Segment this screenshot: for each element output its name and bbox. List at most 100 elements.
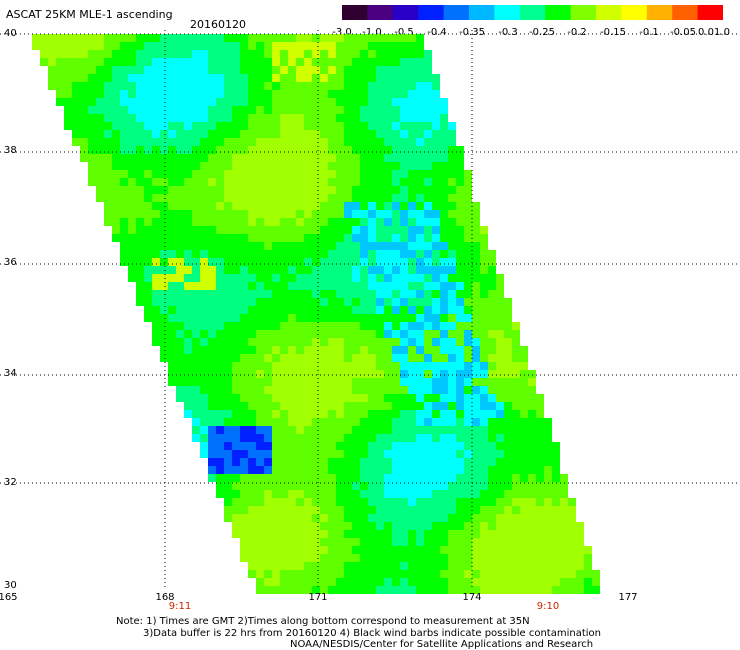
wind-cell (360, 554, 368, 562)
wind-cell (160, 130, 168, 138)
wind-cell (256, 34, 264, 42)
wind-cell (272, 138, 280, 146)
wind-cell (368, 362, 376, 370)
wind-cell (392, 466, 400, 474)
wind-cell (416, 370, 424, 378)
wind-cell (232, 50, 240, 58)
wind-cell (368, 218, 376, 226)
wind-cell (184, 338, 192, 346)
wind-cell (384, 362, 392, 370)
wind-cell (368, 114, 376, 122)
wind-cell (240, 154, 248, 162)
wind-cell (400, 186, 408, 194)
wind-cell (208, 226, 216, 234)
wind-cell (376, 506, 384, 514)
wind-cell (224, 354, 232, 362)
wind-cell (400, 570, 408, 578)
wind-cell (200, 362, 208, 370)
wind-cell (376, 202, 384, 210)
wind-cell (304, 266, 312, 274)
wind-cell (168, 338, 176, 346)
wind-cell (424, 266, 432, 274)
wind-cell (496, 570, 504, 578)
wind-cell (536, 442, 544, 450)
wind-cell (272, 330, 280, 338)
wind-cell (560, 482, 568, 490)
wind-cell (416, 402, 424, 410)
wind-cell (352, 178, 360, 186)
wind-cell (336, 290, 344, 298)
wind-cell (520, 562, 528, 570)
wind-cell (120, 186, 128, 194)
wind-cell (248, 202, 256, 210)
wind-cell (280, 226, 288, 234)
wind-cell (416, 194, 424, 202)
wind-cell (232, 410, 240, 418)
wind-cell (256, 122, 264, 130)
wind-cell (240, 34, 248, 42)
wind-cell (504, 514, 512, 522)
wind-cell (104, 146, 112, 154)
wind-cell (328, 274, 336, 282)
wind-cell (432, 130, 440, 138)
wind-cell (224, 50, 232, 58)
wind-cell (432, 258, 440, 266)
wind-cell (136, 210, 144, 218)
wind-cell (256, 218, 264, 226)
wind-cell (224, 58, 232, 66)
wind-cell (272, 218, 280, 226)
wind-cell (96, 66, 104, 74)
wind-cell (368, 354, 376, 362)
wind-cell (256, 42, 264, 50)
wind-cell (112, 82, 120, 90)
wind-cell (408, 234, 416, 242)
wind-cell (240, 434, 248, 442)
wind-cell (400, 530, 408, 538)
wind-cell (400, 498, 408, 506)
wind-cell (392, 290, 400, 298)
wind-cell (120, 218, 128, 226)
wind-cell (264, 450, 272, 458)
wind-cell (288, 274, 296, 282)
wind-cell (320, 298, 328, 306)
wind-cell (176, 82, 184, 90)
wind-cell (384, 290, 392, 298)
wind-cell (352, 442, 360, 450)
wind-cell (440, 290, 448, 298)
wind-cell (176, 282, 184, 290)
wind-cell (304, 570, 312, 578)
wind-cell (320, 554, 328, 562)
wind-cell (408, 290, 416, 298)
wind-cell (360, 234, 368, 242)
wind-cell (464, 490, 472, 498)
wind-cell (304, 122, 312, 130)
wind-cell (216, 226, 224, 234)
wind-cell (296, 258, 304, 266)
wind-cell (328, 114, 336, 122)
wind-cell (264, 106, 272, 114)
wind-cell (424, 74, 432, 82)
wind-cell (256, 194, 264, 202)
wind-cell (368, 394, 376, 402)
wind-cell (264, 466, 272, 474)
wind-cell (208, 122, 216, 130)
wind-cell (400, 122, 408, 130)
wind-cell (360, 434, 368, 442)
wind-cell (256, 410, 264, 418)
wind-cell (264, 578, 272, 586)
wind-cell (456, 386, 464, 394)
wind-cell (248, 290, 256, 298)
wind-cell (456, 498, 464, 506)
wind-cell (208, 138, 216, 146)
wind-cell (264, 146, 272, 154)
wind-cell (296, 298, 304, 306)
wind-cell (168, 138, 176, 146)
wind-cell (448, 482, 456, 490)
wind-cell (328, 162, 336, 170)
wind-cell (176, 266, 184, 274)
wind-cell (440, 546, 448, 554)
wind-cell (248, 114, 256, 122)
wind-cell (280, 530, 288, 538)
wind-cell (424, 250, 432, 258)
wind-cell (360, 322, 368, 330)
